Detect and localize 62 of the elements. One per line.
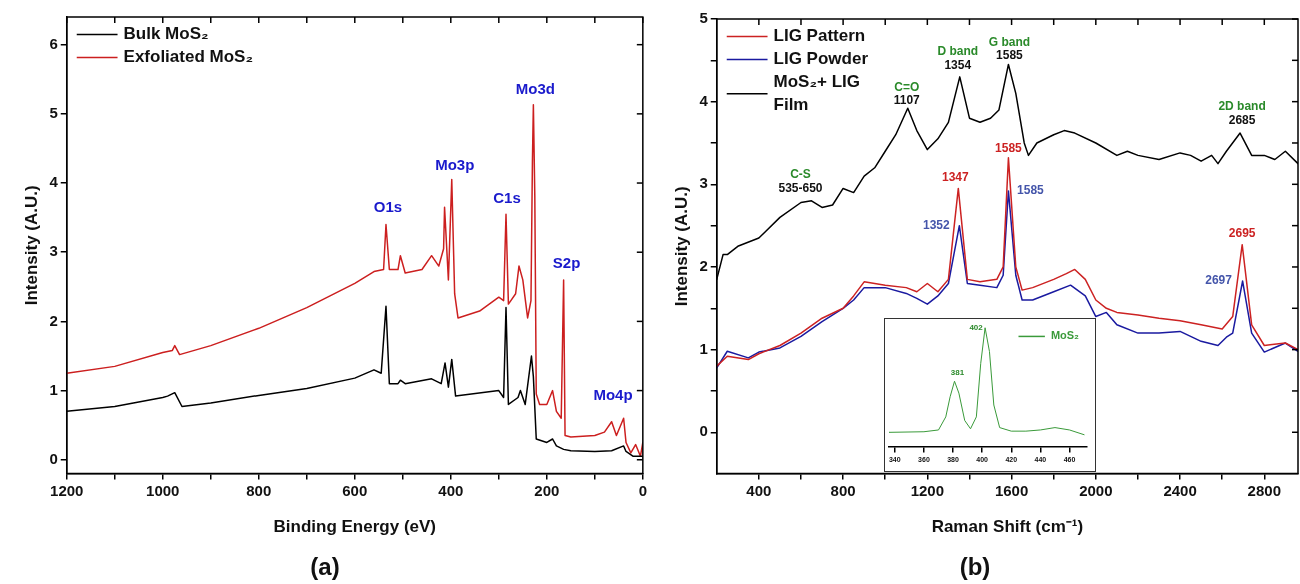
- x-axis-title: Raman Shift (cm⁻¹): [931, 517, 1084, 537]
- y-tick-label: 5: [699, 9, 708, 27]
- legend-label: LIG Powder: [773, 49, 869, 69]
- x-tick-label: 600: [342, 481, 368, 499]
- x-tick-label: 1000: [146, 481, 180, 499]
- y-tick-label: 2: [699, 257, 708, 275]
- annotation: 2697: [1205, 273, 1233, 288]
- x-tick-label: 800: [830, 481, 856, 499]
- x-tick-label: 2400: [1163, 481, 1197, 499]
- text: (b): [959, 552, 991, 580]
- y-tick-label: 0: [699, 422, 708, 440]
- annotation: 2685: [1228, 113, 1256, 128]
- annotation: Mo3p: [435, 155, 475, 173]
- y-tick-label: 4: [49, 173, 59, 191]
- legend-label: Exfoliated MoS₂: [123, 47, 253, 67]
- legend-label: Bulk MoS₂: [123, 24, 209, 44]
- x-tick-label: 1600: [994, 481, 1029, 499]
- y-tick-label: 2: [49, 311, 58, 329]
- annotation: 1585: [1017, 183, 1045, 198]
- annotation: 1107: [893, 92, 921, 107]
- legend-label: LIG Pattern: [773, 26, 866, 46]
- annotation: Mo3d: [515, 80, 555, 97]
- annotation: D band: [937, 44, 979, 59]
- annotation: 1347: [941, 169, 969, 184]
- y-tick-label: 4: [699, 91, 709, 109]
- legend-label: MoS₂: [1050, 329, 1080, 342]
- annotation: 2D band: [1218, 99, 1266, 114]
- annotation: C-S: [790, 167, 811, 182]
- text: (a): [310, 552, 340, 580]
- annotation: C=O: [894, 79, 920, 94]
- x-tick-label: 2800: [1247, 481, 1281, 499]
- y-axis-title: Intensity (A.U.): [671, 186, 691, 307]
- y-tick-label: 5: [49, 104, 58, 121]
- annotation: G band: [988, 34, 1031, 49]
- annotation: 2695: [1228, 225, 1256, 240]
- x-tick-label: 0: [638, 481, 647, 499]
- annotation: Mo4p: [593, 386, 633, 404]
- x-tick-label: 400: [438, 481, 464, 499]
- legend-label: MoS₂+ LIG Film: [773, 72, 860, 115]
- annotation: O1s: [373, 197, 403, 215]
- annotation: 1585: [995, 141, 1023, 156]
- annotation: 535-650: [778, 181, 823, 196]
- annotation: 381: [950, 368, 965, 378]
- x-tick-label: 200: [534, 481, 560, 499]
- y-tick-label: 3: [49, 242, 58, 260]
- annotation: 1354: [944, 58, 972, 73]
- x-tick-label: 400: [746, 481, 772, 499]
- x-axis-title: Binding Energy (eV): [273, 517, 437, 537]
- annotation: C1s: [493, 189, 521, 207]
- y-axis-title: Intensity (A.U.): [21, 185, 41, 306]
- x-tick-label: 800: [246, 481, 272, 499]
- x-tick-label: 1200: [910, 481, 945, 499]
- y-tick-label: 6: [49, 34, 58, 52]
- annotation: 1352: [923, 217, 951, 232]
- y-tick-label: 3: [699, 174, 708, 192]
- y-tick-label: 1: [699, 339, 708, 357]
- y-tick-label: 1: [49, 380, 58, 398]
- annotation: 402: [969, 322, 984, 332]
- annotation: 1585: [996, 47, 1024, 62]
- x-tick-label: 1200: [50, 481, 84, 499]
- annotation: S2p: [552, 254, 581, 272]
- x-tick-label: 2000: [1079, 481, 1113, 499]
